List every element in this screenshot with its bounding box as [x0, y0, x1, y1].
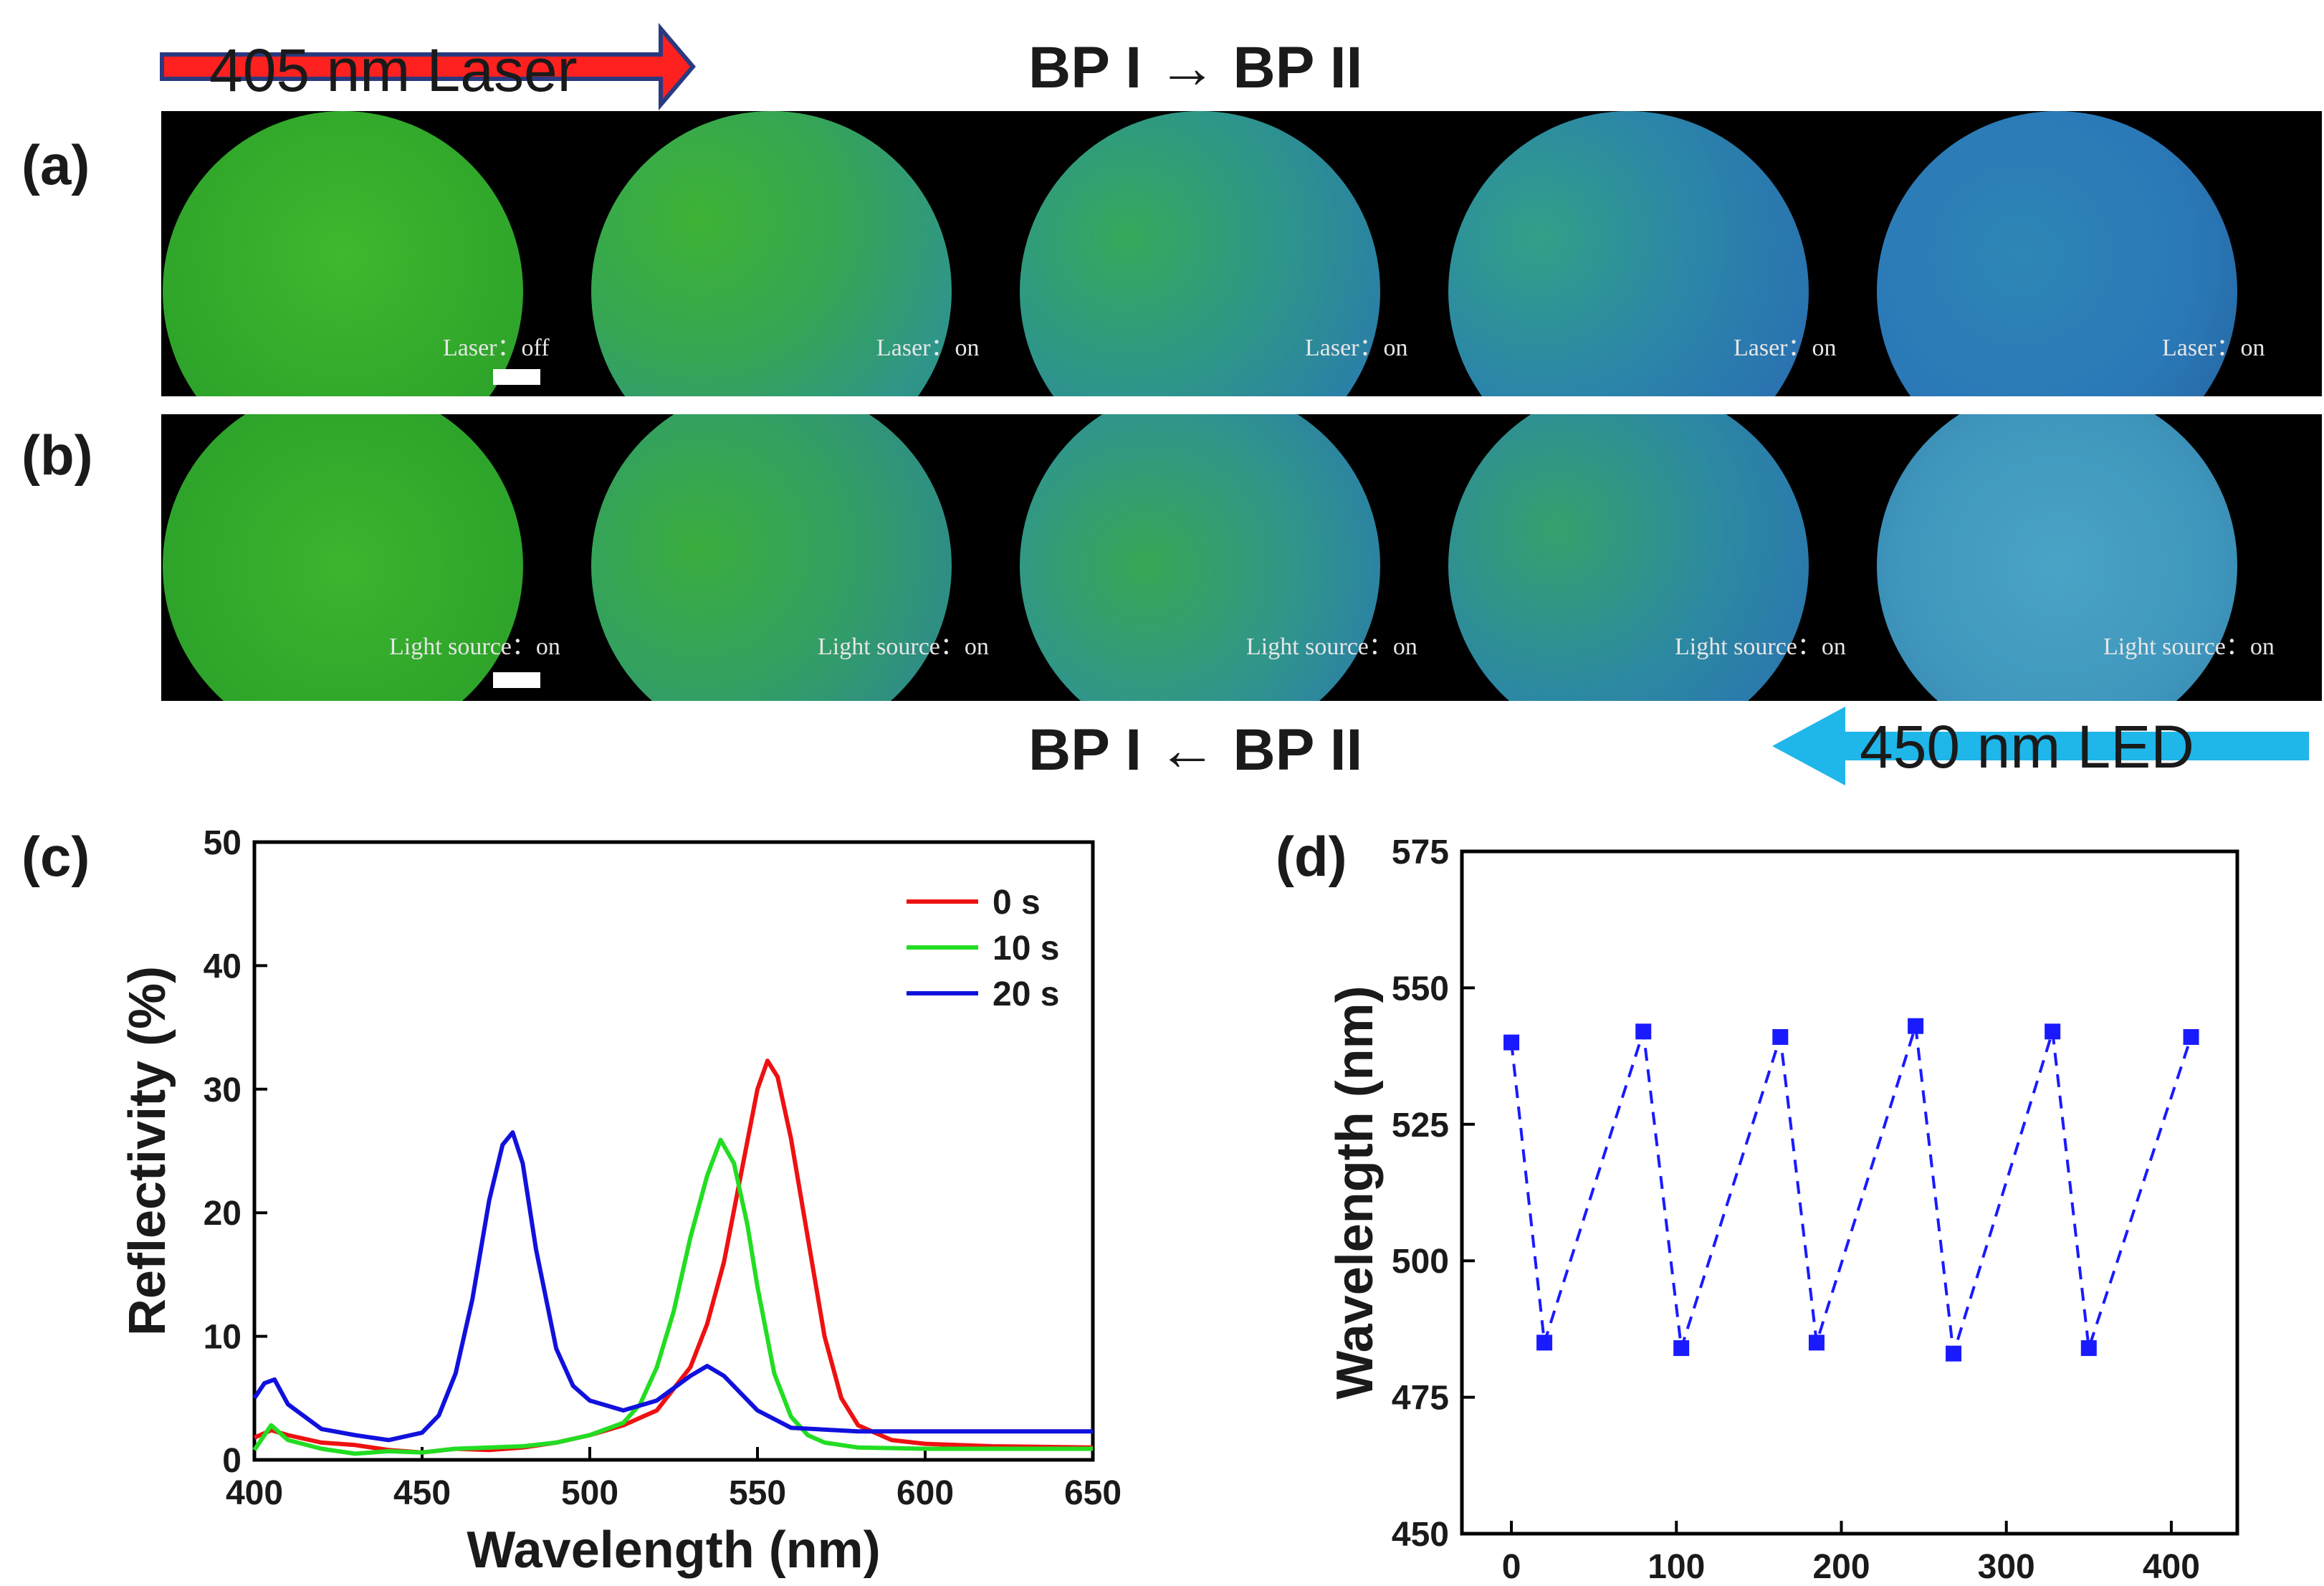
- y-tick-label: 30: [204, 1071, 242, 1109]
- y-tick-label: 525: [1392, 1107, 1449, 1145]
- micrograph-b-4: [1448, 414, 1809, 701]
- scale-bar-b: [493, 672, 540, 688]
- series-line-10s: [252, 1137, 1093, 1456]
- series-line-0s: [253, 1059, 1094, 1455]
- caption-b-5: Light source：on: [2103, 634, 2275, 660]
- laser-arrow-label: 405 nm Laser: [209, 37, 578, 104]
- plot-frame: [1460, 849, 2239, 1536]
- x-tick-label: 200: [1812, 1548, 1870, 1584]
- reflectivity-chart: 400 450 500 550 600 650 0 10 20 30 40 50 Wavelength …: [119, 824, 1122, 1579]
- y-axis-label: Reflectivity (%): [119, 966, 176, 1336]
- caption-b-4: Light source：on: [1675, 634, 1846, 660]
- caption-a-4: Laser：on: [1734, 335, 1837, 361]
- micrograph-a-4: [1448, 111, 1809, 396]
- micrograph-a-2: [591, 111, 952, 396]
- led-arrow-shape: [1772, 707, 2309, 785]
- x-axis-label: Wavelength (nm): [467, 1521, 880, 1579]
- micrograph-b-1: [163, 414, 523, 701]
- laser-arrow-shape: [160, 22, 696, 111]
- x-tick-label: 500: [561, 1474, 618, 1512]
- data-point: [1808, 1334, 1825, 1351]
- y-axis-label: Wavelength (nm): [1326, 985, 1384, 1399]
- data-point: [1908, 1018, 1924, 1034]
- data-point: [1673, 1340, 1690, 1357]
- series-line-20s: [252, 1130, 1093, 1443]
- caption-a-5: Laser：on: [2162, 335, 2265, 361]
- panel-b-label: (b): [21, 424, 93, 487]
- legend-label: 20 s: [993, 975, 1059, 1013]
- data-point: [2183, 1028, 2199, 1045]
- micrograph-b-2: [591, 414, 952, 701]
- title-reverse: BP I ← BP II: [1028, 717, 1363, 783]
- caption-a-1: Laser：off: [443, 335, 550, 361]
- y-tick-label: 40: [204, 947, 242, 985]
- y-tick-label: 50: [204, 824, 242, 862]
- data-point: [1536, 1334, 1553, 1351]
- x-tick-label: 400: [2143, 1548, 2200, 1584]
- series-dashed-line: [1510, 1026, 2193, 1355]
- y-tick-label: 550: [1392, 970, 1449, 1008]
- x-tick-label: 650: [1064, 1474, 1122, 1512]
- caption-a-2: Laser：on: [876, 335, 980, 361]
- data-point: [1772, 1028, 1789, 1045]
- caption-b-2: Light source：on: [818, 634, 989, 660]
- x-tick-label: 400: [226, 1474, 283, 1512]
- plot-frame: [252, 840, 1095, 1462]
- micrograph-b-3: [1020, 414, 1380, 701]
- x-tick-label: 550: [729, 1474, 786, 1512]
- y-tick-label: 475: [1392, 1380, 1449, 1418]
- micrograph-b-5: [1877, 414, 2237, 701]
- data-point: [2045, 1023, 2061, 1040]
- y-tick-label: 500: [1392, 1243, 1449, 1281]
- micrograph-a-1: [163, 111, 523, 396]
- y-tick-label: 575: [1392, 833, 1449, 871]
- data-point: [1946, 1345, 1962, 1362]
- caption-b-3: Light source：on: [1246, 634, 1417, 660]
- led-arrow-label: 450 nm LED: [1860, 713, 2194, 780]
- caption-a-3: Laser：on: [1305, 335, 1408, 361]
- legend-label: 10 s: [993, 930, 1059, 968]
- scale-bar-a: [493, 369, 540, 385]
- micrograph-strip-a: Laser：off Laser：on Laser：on Laser：on Las…: [161, 111, 2322, 396]
- x-tick-label: 600: [896, 1474, 954, 1512]
- caption-b-1: Light source：on: [389, 634, 560, 660]
- x-tick-label: 300: [1978, 1548, 2035, 1584]
- micrograph-a-5: [1877, 111, 2237, 396]
- y-tick-label: 450: [1392, 1516, 1449, 1554]
- x-tick-label: 450: [393, 1474, 451, 1512]
- panel-d-label: (d): [1276, 825, 1347, 888]
- panel-a-label: (a): [21, 133, 90, 196]
- panel-c-label: (c): [21, 825, 90, 888]
- data-point: [1635, 1023, 1652, 1040]
- wavelength-time-chart: 0100200300400450475500525550575Time (s)W…: [1326, 833, 2239, 1584]
- micrograph-strip-b: Light source：on Light source：on Light so…: [161, 414, 2322, 701]
- y-tick-label: 20: [204, 1195, 242, 1233]
- legend-label: 0 s: [993, 884, 1041, 922]
- led-arrow: 450 nm LED: [1772, 707, 2309, 785]
- data-point: [1503, 1034, 1520, 1051]
- data-point: [2080, 1340, 2097, 1357]
- title-forward: BP I → BP II: [1028, 35, 1363, 100]
- x-tick-label: 100: [1648, 1548, 1705, 1584]
- laser-arrow: 405 nm Laser: [160, 22, 696, 111]
- y-tick-label: 0: [222, 1442, 242, 1480]
- micrograph-a-3: [1020, 111, 1380, 396]
- x-tick-label: 0: [1502, 1548, 1521, 1584]
- y-tick-label: 10: [204, 1319, 242, 1357]
